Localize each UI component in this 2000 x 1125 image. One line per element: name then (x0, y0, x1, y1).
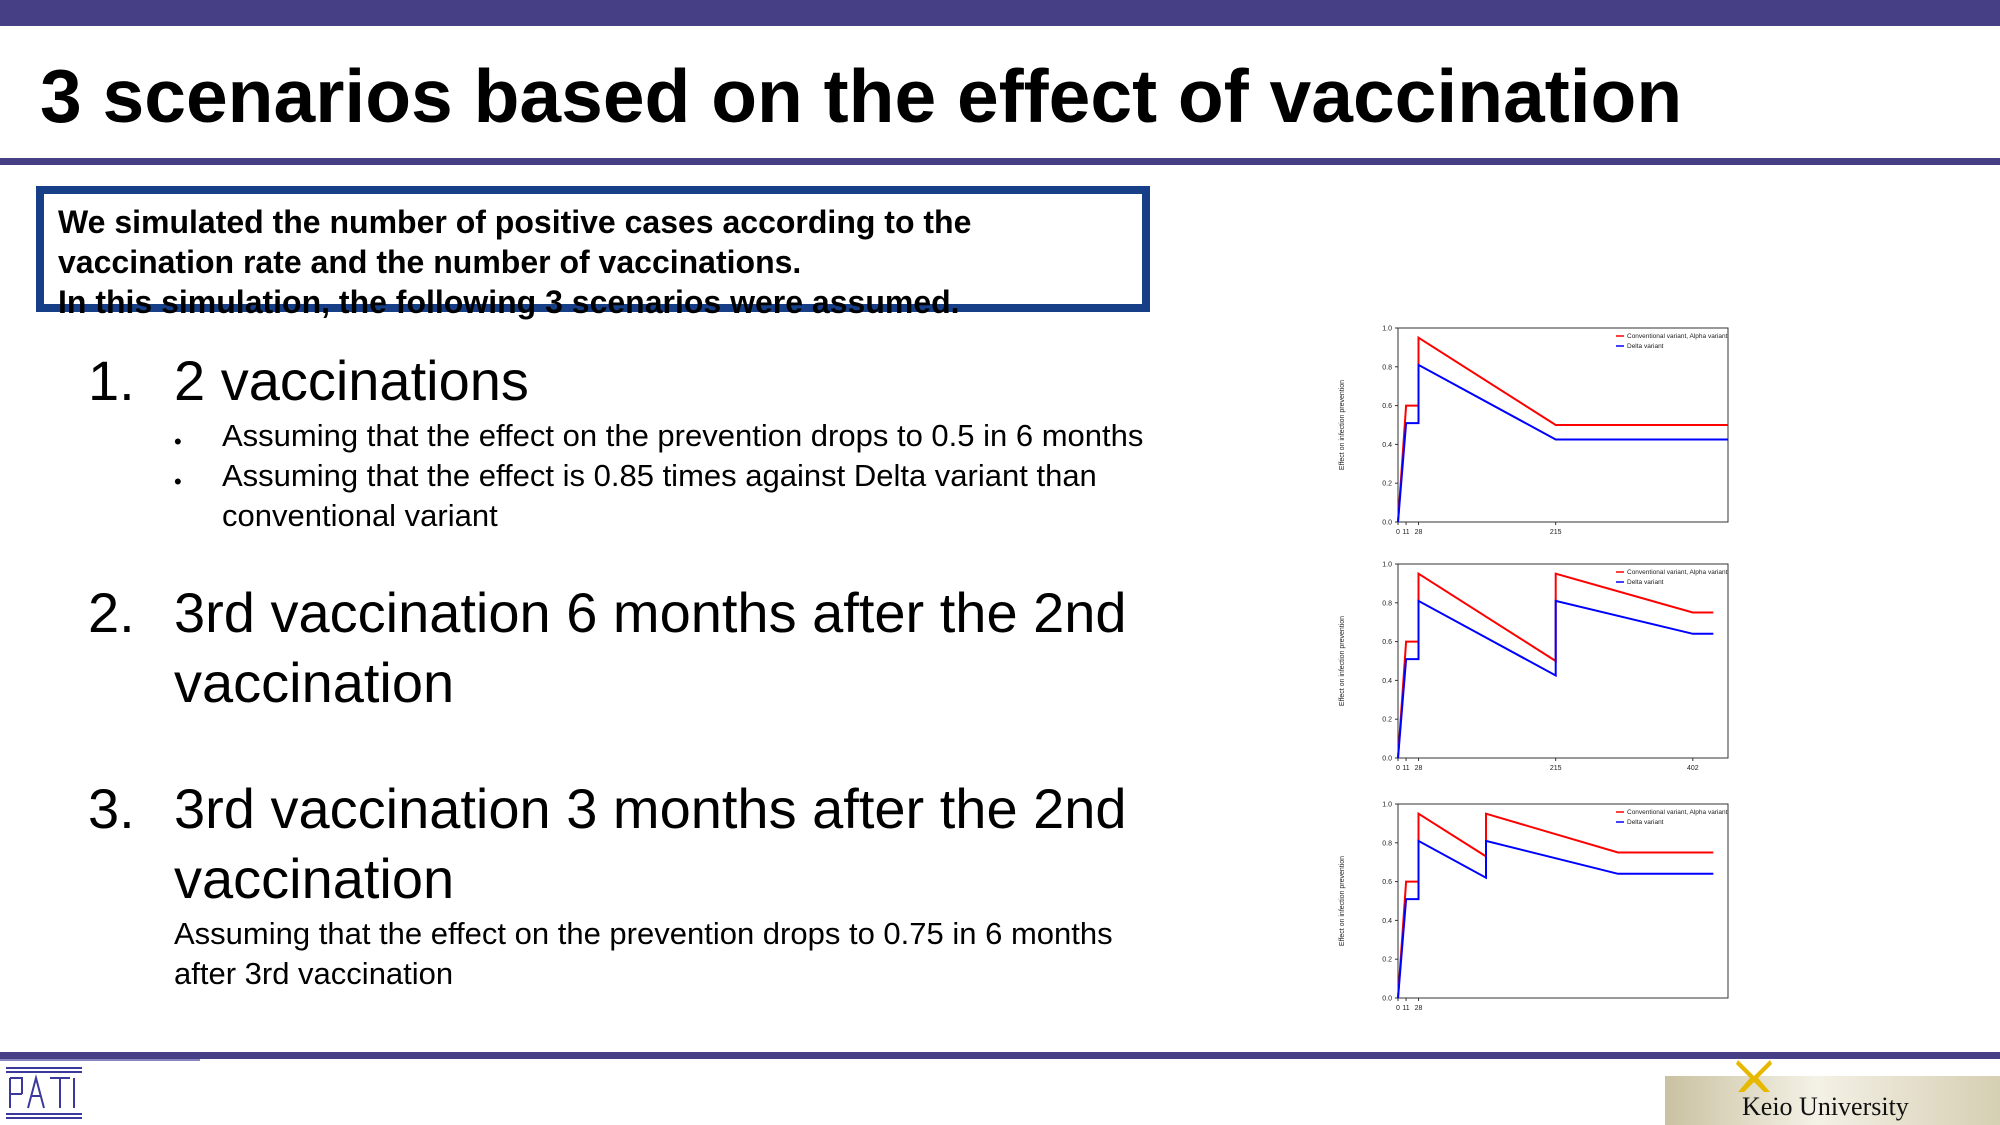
y-tick-label: 0.0 (1382, 520, 1392, 527)
legend-entry: Delta variant (1627, 819, 1664, 826)
intro-line: We simulated the number of positive case… (58, 204, 972, 240)
scenario-title: 3rd vaccination 3 months after the 2nd v… (174, 777, 1127, 910)
y-tick-label: 0.4 (1382, 442, 1392, 449)
scenario-note: after 3rd vaccination (174, 956, 454, 991)
title-divider (0, 158, 2000, 165)
y-tick-label: 0.4 (1382, 678, 1392, 685)
footer-divider (0, 1052, 2000, 1059)
legend-entry: Conventional variant, Alpha variant (1627, 333, 1728, 340)
y-tick-label: 0.8 (1382, 600, 1392, 607)
slide-title: 3 scenarios based on the effect of vacci… (40, 54, 1683, 138)
scenario-number: 3. (88, 777, 135, 840)
series-line (1397, 363, 1728, 523)
y-tick-label: 0.6 (1382, 403, 1392, 410)
chart-svg: Effect on infection prevention 1.0 0.8 0.6 0… (1339, 562, 1729, 772)
scenario-number: 2. (88, 581, 135, 644)
y-tick-label: 0.2 (1382, 717, 1392, 724)
legend-entry: Conventional variant, Alpha variant (1627, 809, 1728, 816)
scenario-number: 1. (88, 349, 135, 412)
scenario-bullet: Assuming that the effect is 0.85 times a… (222, 458, 1097, 493)
y-tick-label: 0.4 (1382, 918, 1392, 925)
x-tick-label: 215 (1550, 529, 1562, 536)
scenario-title: 2 vaccinations (174, 349, 529, 412)
x-tick-label: 11 (1402, 765, 1409, 772)
y-tick-label: 0.0 (1382, 756, 1392, 763)
y-tick-label: 0.2 (1382, 957, 1392, 964)
chart-svg: Effect on infection prevention 1.0 0.8 0.6 0… (1339, 802, 1729, 1012)
footer-divider-accent (0, 1059, 200, 1061)
scenario-note: Assuming that the effect on the preventi… (174, 916, 1113, 951)
x-tick-label: 0 (1396, 765, 1400, 772)
x-tick-label: 11 (1402, 1005, 1409, 1012)
x-tick-label: 28 (1415, 1005, 1423, 1012)
series-line (1397, 811, 1714, 999)
university-footer-panel (1665, 1076, 2000, 1125)
bullet-dot: • (174, 429, 182, 454)
legend-entry: Delta variant (1627, 579, 1664, 586)
chart-scenario-3: Effect on infection prevention 1.0 0.8 0.6 0… (1330, 796, 1735, 1026)
scenario-bullet-continued: conventional variant (222, 498, 498, 533)
scenario-1: 1. 2 vaccinations • Assuming that the ef… (88, 346, 1248, 546)
university-name: Keio University (1742, 1092, 1909, 1121)
intro-line: vaccination rate and the number of vacci… (58, 244, 802, 280)
scenario-title: 3rd vaccination 6 months after the 2nd v… (174, 581, 1127, 714)
scenario-2: 2. 3rd vaccination 6 months after the 2n… (88, 578, 1248, 728)
y-tick-label: 0.6 (1382, 879, 1392, 886)
y-tick-label: 0.0 (1382, 996, 1392, 1003)
chart-scenario-2: Effect on infection prevention 1.0 0.8 0.6 0… (1330, 556, 1735, 786)
series-line (1397, 571, 1714, 759)
series-line (1397, 599, 1714, 759)
lab-logo-icon (6, 1067, 82, 1119)
y-tick-label: 1.0 (1382, 802, 1392, 809)
series-line (1397, 839, 1714, 999)
y-axis-label: Effect on infection prevention (1339, 380, 1346, 470)
x-tick-label: 0 (1396, 1005, 1400, 1012)
x-tick-label: 28 (1415, 765, 1423, 772)
y-tick-label: 0.8 (1382, 840, 1392, 847)
y-tick-label: 0.6 (1382, 639, 1392, 646)
chart-scenario-1: Effect on infection prevention 1.0 0.8 0.6 0… (1330, 320, 1735, 550)
x-tick-label: 0 (1396, 529, 1400, 536)
intro-line: In this simulation, the following 3 scen… (58, 284, 960, 320)
y-tick-label: 1.0 (1382, 562, 1392, 569)
bullet-dot: • (174, 469, 182, 494)
x-tick-label: 215 (1550, 765, 1562, 772)
scenario-3: 3. 3rd vaccination 3 months after the 2n… (88, 774, 1248, 994)
legend-entry: Delta variant (1627, 343, 1664, 350)
y-axis-label: Effect on infection prevention (1339, 856, 1346, 946)
legend-entry: Conventional variant, Alpha variant (1627, 569, 1728, 576)
chart-svg: Effect on infection prevention 1.0 0.8 0.6 0… (1339, 326, 1729, 536)
y-tick-label: 1.0 (1382, 326, 1392, 333)
scenario-bullet: Assuming that the effect on the preventi… (222, 418, 1144, 453)
x-tick-label: 402 (1687, 765, 1699, 772)
intro-callout-box: We simulated the number of positive case… (36, 186, 1150, 320)
y-tick-label: 0.8 (1382, 364, 1392, 371)
y-axis-label: Effect on infection prevention (1339, 616, 1346, 706)
x-tick-label: 28 (1415, 529, 1423, 536)
y-tick-label: 0.2 (1382, 481, 1392, 488)
keio-pen-emblem-icon (1736, 1060, 1772, 1092)
top-accent-band (0, 0, 2000, 26)
x-tick-label: 11 (1402, 529, 1409, 536)
